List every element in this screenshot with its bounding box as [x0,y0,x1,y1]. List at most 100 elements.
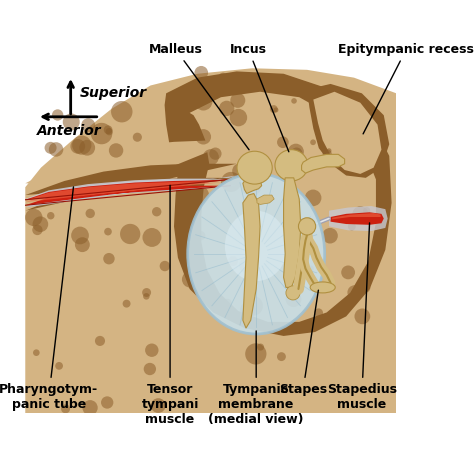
Text: Stapedius
muscle: Stapedius muscle [327,223,397,411]
Circle shape [103,253,115,265]
Circle shape [241,176,262,196]
Circle shape [341,265,355,280]
Circle shape [61,404,70,413]
Circle shape [194,92,212,111]
Circle shape [288,144,304,159]
Polygon shape [164,71,392,336]
Text: Pharyngotym-
panic tube: Pharyngotym- panic tube [0,187,98,411]
Circle shape [219,73,228,82]
Circle shape [219,101,234,116]
Text: Anterior: Anterior [37,124,101,138]
Circle shape [72,136,91,155]
Circle shape [223,299,232,308]
Circle shape [55,362,63,370]
Circle shape [49,142,64,157]
Circle shape [196,129,211,144]
Polygon shape [301,154,345,173]
Circle shape [82,400,98,416]
Ellipse shape [188,174,325,334]
Circle shape [238,72,255,89]
Circle shape [123,300,130,308]
Circle shape [109,143,123,158]
Circle shape [81,118,95,132]
Polygon shape [25,175,237,207]
Circle shape [285,291,301,307]
Text: Superior: Superior [80,86,147,100]
Circle shape [348,223,356,230]
Circle shape [106,128,113,135]
Circle shape [120,224,140,244]
Circle shape [144,363,156,375]
Circle shape [314,309,323,317]
Circle shape [230,93,246,108]
Polygon shape [329,206,388,231]
Circle shape [189,185,209,205]
Circle shape [313,161,320,168]
Circle shape [270,105,278,113]
Circle shape [71,139,85,154]
Circle shape [363,207,370,214]
Circle shape [230,109,247,126]
Circle shape [91,123,112,144]
Ellipse shape [286,286,300,300]
Polygon shape [243,176,262,194]
Circle shape [32,225,43,235]
Circle shape [45,142,56,154]
Circle shape [196,86,207,97]
Circle shape [111,101,133,122]
Polygon shape [25,180,230,205]
Circle shape [305,189,321,206]
Circle shape [151,398,165,413]
Circle shape [209,148,221,160]
Polygon shape [25,164,237,211]
Polygon shape [330,212,384,225]
Circle shape [143,228,162,247]
Circle shape [181,260,190,268]
Circle shape [95,336,105,346]
Circle shape [160,261,170,271]
Polygon shape [257,195,274,204]
Text: Tympanic
membrane
(medial view): Tympanic membrane (medial view) [209,331,304,426]
Circle shape [257,343,264,351]
Circle shape [277,352,286,361]
Circle shape [273,107,278,113]
Circle shape [71,227,89,244]
Circle shape [291,147,302,159]
Ellipse shape [299,218,316,235]
Polygon shape [25,180,225,208]
Text: Epitympanic recess: Epitympanic recess [338,43,474,134]
Circle shape [33,349,40,356]
Circle shape [194,66,208,80]
Polygon shape [243,194,260,328]
Polygon shape [25,140,237,227]
Polygon shape [307,84,389,178]
Circle shape [79,140,95,156]
Circle shape [47,212,55,219]
Text: Incus: Incus [230,43,289,152]
Circle shape [152,207,161,216]
Ellipse shape [275,150,308,181]
Circle shape [277,136,289,148]
Circle shape [63,113,80,130]
Circle shape [323,150,332,159]
Circle shape [240,302,256,318]
Circle shape [203,149,219,165]
Circle shape [101,396,113,408]
Polygon shape [25,68,396,414]
Circle shape [145,343,158,357]
Circle shape [142,288,151,297]
Circle shape [104,125,112,134]
Circle shape [308,265,314,272]
Circle shape [243,296,263,316]
Polygon shape [190,92,376,322]
Circle shape [182,271,198,287]
Circle shape [327,148,331,153]
Circle shape [360,282,370,293]
Ellipse shape [310,282,335,293]
Circle shape [143,293,150,300]
Text: Tensor
tympani
muscle: Tensor tympani muscle [141,185,199,426]
Polygon shape [313,92,382,174]
Circle shape [232,163,247,179]
Circle shape [291,98,297,104]
Polygon shape [283,178,301,287]
